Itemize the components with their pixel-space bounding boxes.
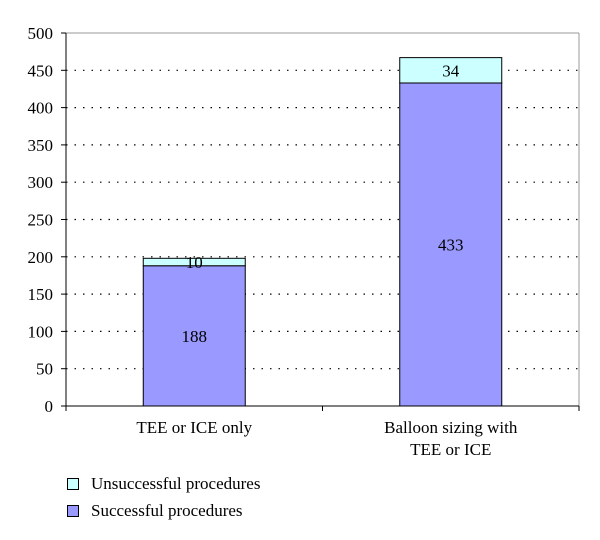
legend-item-unsuccessful: Unsuccessful procedures	[67, 470, 260, 497]
y-tick-label: 150	[28, 285, 54, 304]
bar-segment	[142, 265, 246, 407]
y-tick-label: 450	[28, 61, 54, 80]
y-tick-label: 500	[28, 24, 54, 43]
data-label: 188	[182, 327, 208, 346]
legend-label-successful: Successful procedures	[91, 500, 243, 520]
data-label: 34	[442, 61, 460, 80]
bar-segment	[142, 257, 246, 267]
y-tick-label: 350	[28, 136, 54, 155]
legend-label-unsuccessful: Unsuccessful procedures	[91, 473, 261, 493]
y-tick-label: 100	[28, 322, 54, 341]
legend-swatch-unsuccessful	[67, 477, 79, 490]
x-category-label: TEE or ICE	[410, 440, 491, 459]
y-tick-label: 400	[28, 99, 54, 118]
legend-item-successful: Successful procedures	[67, 497, 260, 524]
x-category-label: TEE or ICE only	[136, 418, 252, 437]
y-tick-label: 250	[28, 211, 54, 230]
y-tick-label: 0	[45, 397, 54, 416]
y-tick-label: 200	[28, 248, 54, 267]
y-tick-label: 50	[36, 360, 53, 379]
bar-segment	[399, 82, 503, 407]
bar-segment	[399, 57, 503, 84]
data-label: 10	[186, 253, 203, 272]
y-tick-label: 300	[28, 173, 54, 192]
data-label: 433	[438, 235, 464, 254]
legend-swatch-successful	[67, 504, 79, 517]
legend: Unsuccessful procedures Successful proce…	[67, 470, 260, 524]
x-category-label: Balloon sizing with	[384, 418, 518, 437]
